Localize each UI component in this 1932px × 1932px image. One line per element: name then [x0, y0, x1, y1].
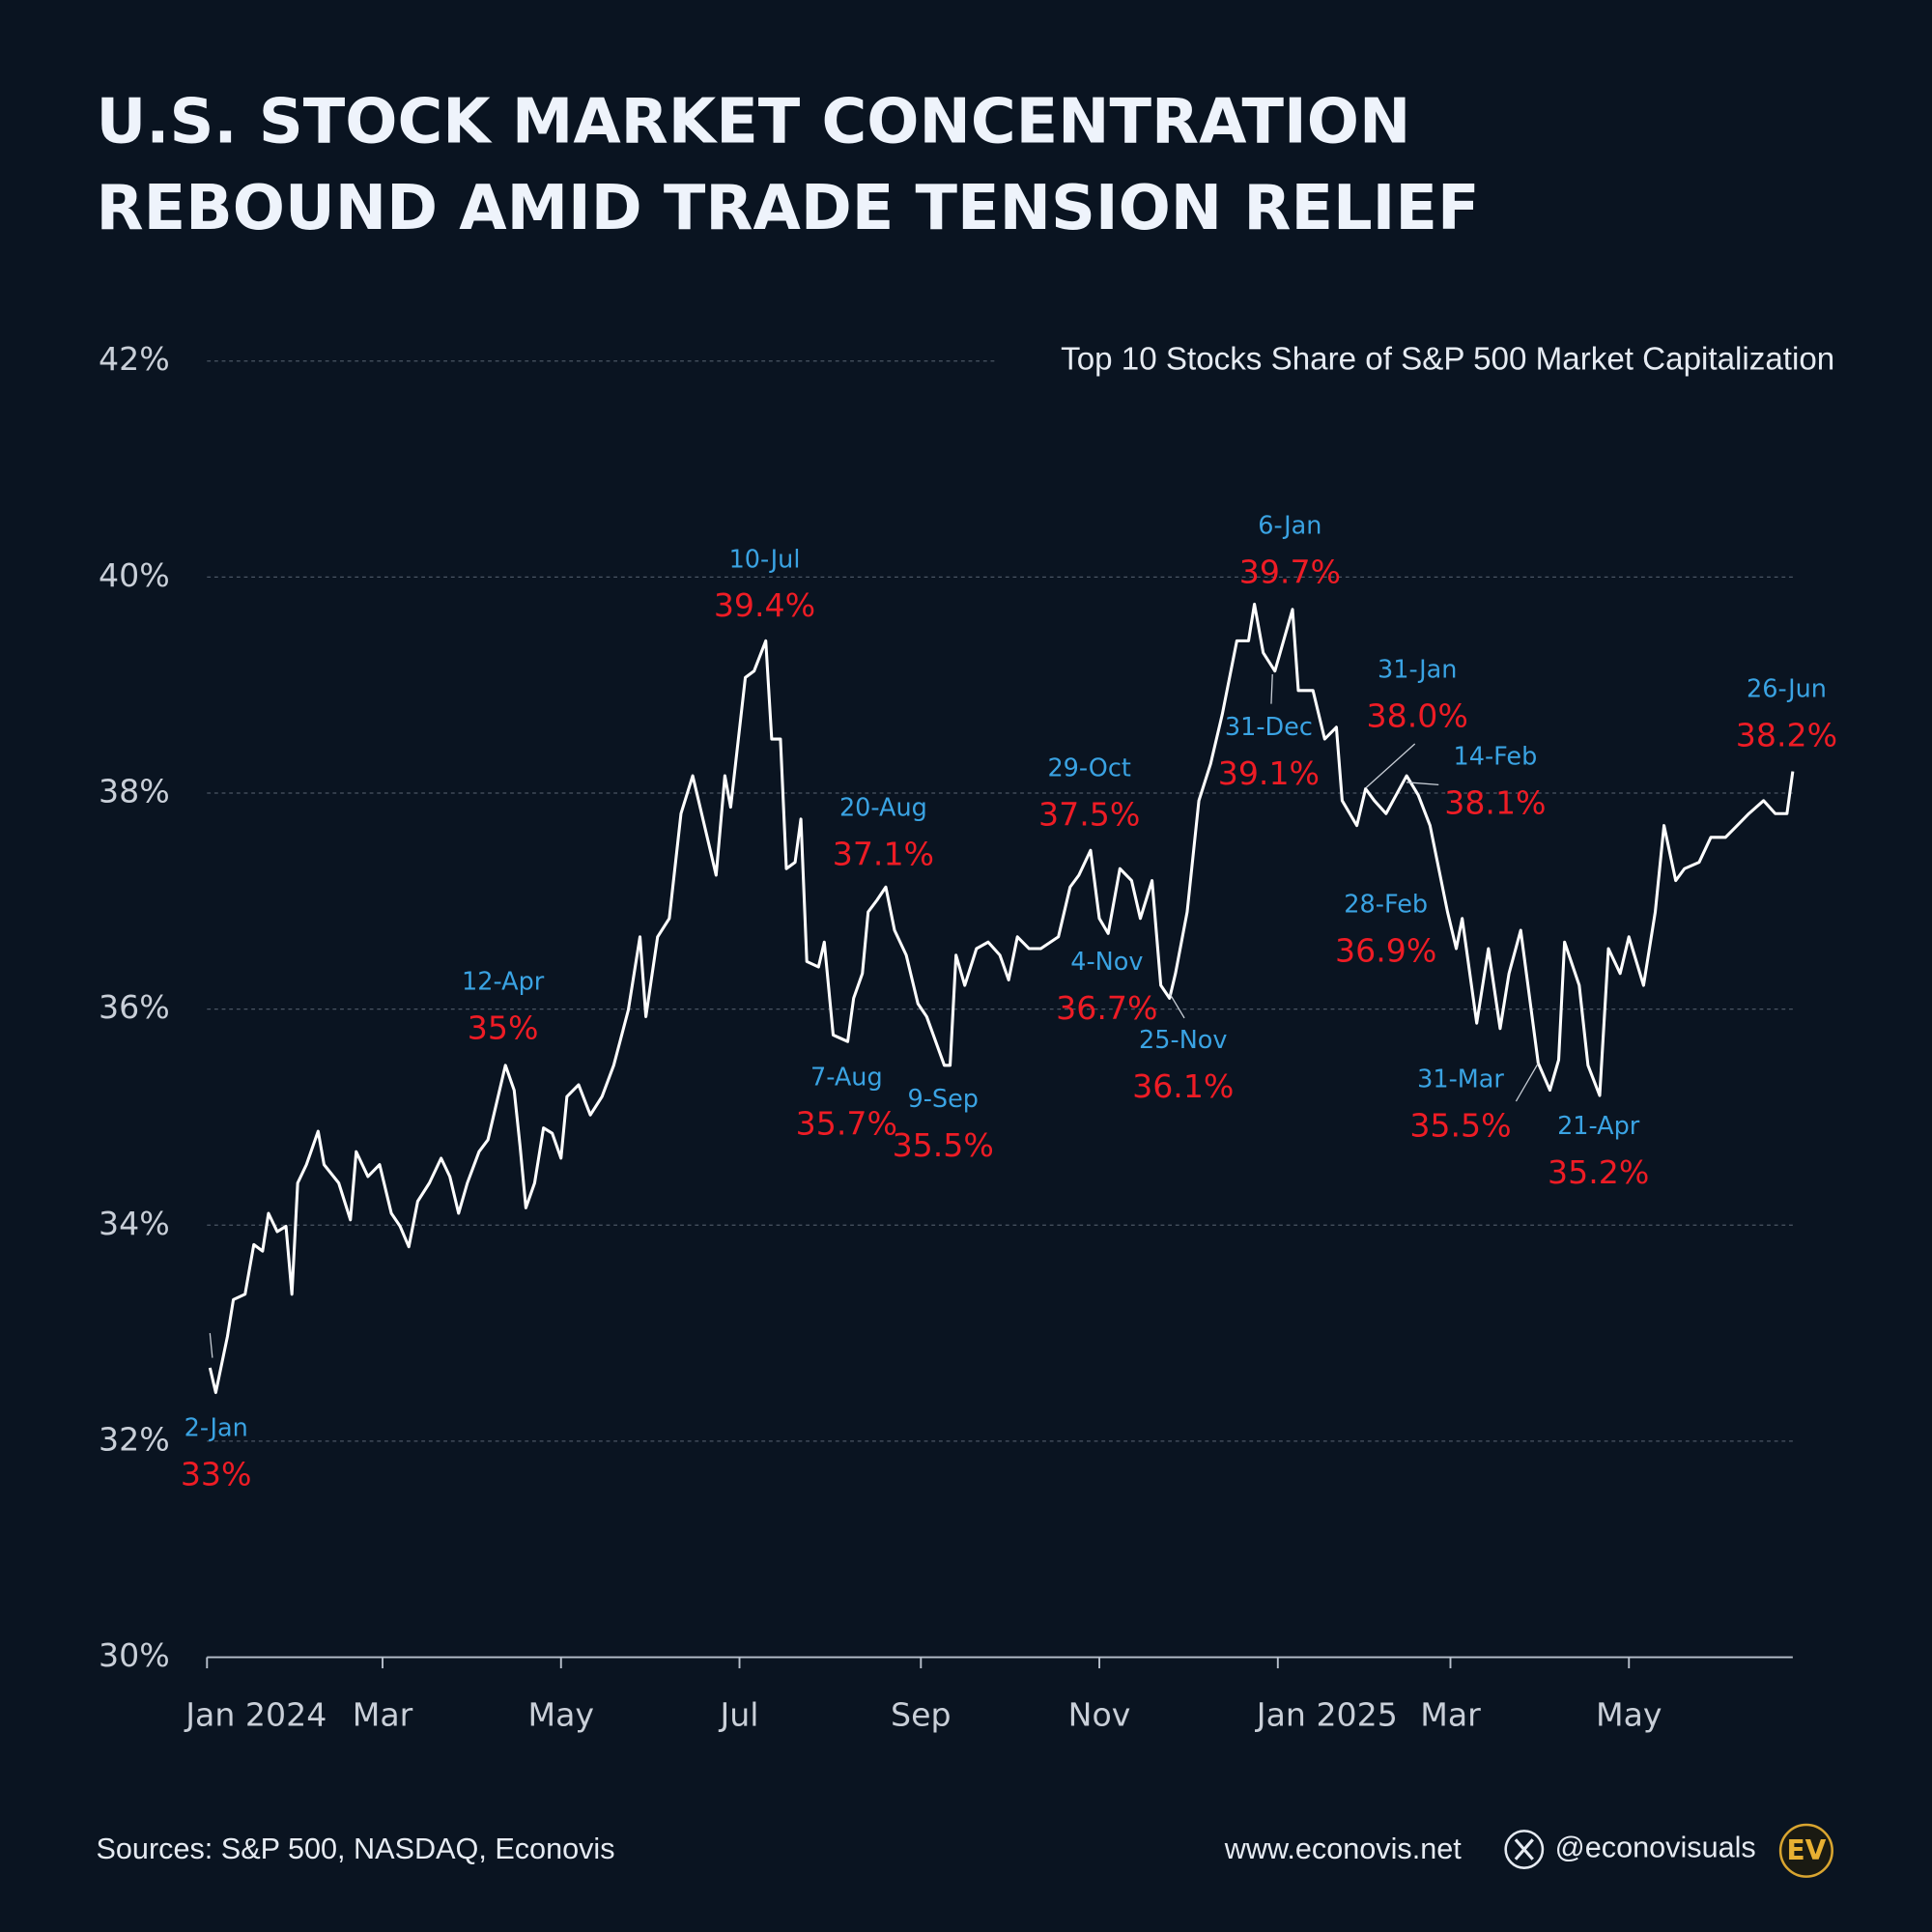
leader-line: [1515, 1063, 1539, 1102]
annotation-value: 35.5%: [1409, 1106, 1511, 1144]
x-tick-label: Mar: [353, 1695, 413, 1733]
chart-title: U.S. STOCK MARKET CONCENTRATION: [96, 87, 1410, 158]
y-tick-label: 38%: [99, 773, 170, 810]
leader-line: [1365, 743, 1416, 789]
chart-title: REBOUND AMID TRADE TENSION RELIEF: [96, 173, 1479, 244]
annotation-date: 2-Jan: [185, 1414, 248, 1443]
y-tick-label: 32%: [99, 1420, 170, 1458]
source: Sources: S&P 500, NASDAQ, Econovis: [96, 1833, 614, 1865]
annotation-value: 35.5%: [893, 1126, 994, 1164]
annotation-date: 6-Jan: [1258, 511, 1321, 540]
annotation-date: 29-Oct: [1047, 754, 1130, 783]
line: [208, 602, 1795, 1395]
annotation-value: 37.5%: [1038, 796, 1140, 834]
annotation-date: 26-Jun: [1747, 674, 1827, 703]
annotation-date: 9-Sep: [908, 1085, 980, 1114]
annotation-date: 28-Feb: [1344, 891, 1428, 920]
y-tick-label: 30%: [99, 1636, 170, 1674]
leader-line: [1406, 781, 1439, 786]
annotation-date: 10-Jul: [729, 545, 801, 574]
leader-line: [1270, 673, 1273, 704]
x-tick-label: May: [1596, 1695, 1662, 1733]
annotation-value: 35.2%: [1548, 1153, 1649, 1191]
annotation-value: 36.1%: [1132, 1067, 1234, 1105]
chart-subtitle: Top 10 Stocks Share of S&P 500 Market Ca…: [1061, 341, 1834, 377]
x-tick-label: Jan 2025: [1255, 1695, 1398, 1733]
annotation-value: 39.1%: [1218, 754, 1320, 792]
x-tick-label: Mar: [1420, 1695, 1481, 1733]
annotation-date: 31-Mar: [1417, 1065, 1504, 1094]
annotation-value: 38.2%: [1736, 716, 1837, 753]
annotation-date: 20-Aug: [839, 793, 927, 822]
annotation-value: 39.4%: [714, 586, 815, 624]
annotation-date: 21-Apr: [1557, 1112, 1640, 1141]
annotation-date: 25-Nov: [1139, 1026, 1227, 1055]
x-icon: [1504, 1830, 1545, 1869]
y-tick-label: 42%: [99, 340, 170, 378]
leader-line: [209, 1333, 213, 1358]
annotation-value: 39.7%: [1239, 553, 1341, 590]
annotation-date: 12-Apr: [462, 967, 545, 996]
annotation-date: 14-Feb: [1454, 742, 1538, 771]
leader-line: [1169, 993, 1185, 1019]
annotation-value: 38.0%: [1367, 697, 1468, 735]
annotation-value: 38.1%: [1444, 783, 1546, 821]
annotation-value: 36.7%: [1056, 989, 1157, 1027]
x-tick-label: Jul: [719, 1695, 759, 1733]
handle: @econovisuals: [1555, 1832, 1756, 1864]
annotation-date: 7-Aug: [810, 1063, 883, 1092]
x-tick-label: Sep: [891, 1695, 952, 1733]
x-tick-label: May: [527, 1695, 594, 1733]
annotation-date: 31-Dec: [1225, 713, 1313, 742]
y-tick-label: 40%: [99, 556, 170, 594]
annotation-value: 33%: [181, 1456, 252, 1493]
annotation-date: 4-Nov: [1070, 948, 1143, 977]
annotation-value: 36.9%: [1335, 932, 1436, 970]
annotation-date: 31-Jan: [1378, 656, 1457, 685]
annotation-value: 35.7%: [796, 1104, 897, 1142]
y-tick-label: 34%: [99, 1205, 170, 1242]
website: www.econovis.net: [1224, 1833, 1462, 1865]
x-tick-label: Nov: [1068, 1695, 1131, 1733]
x-tick-label: Jan 2024: [184, 1695, 327, 1733]
annotation-value: 35%: [468, 1009, 539, 1046]
annotation-value: 37.1%: [833, 835, 934, 872]
y-tick-label: 36%: [99, 988, 170, 1026]
logo: EV: [1786, 1834, 1826, 1866]
logo-badge: [1778, 1823, 1833, 1878]
